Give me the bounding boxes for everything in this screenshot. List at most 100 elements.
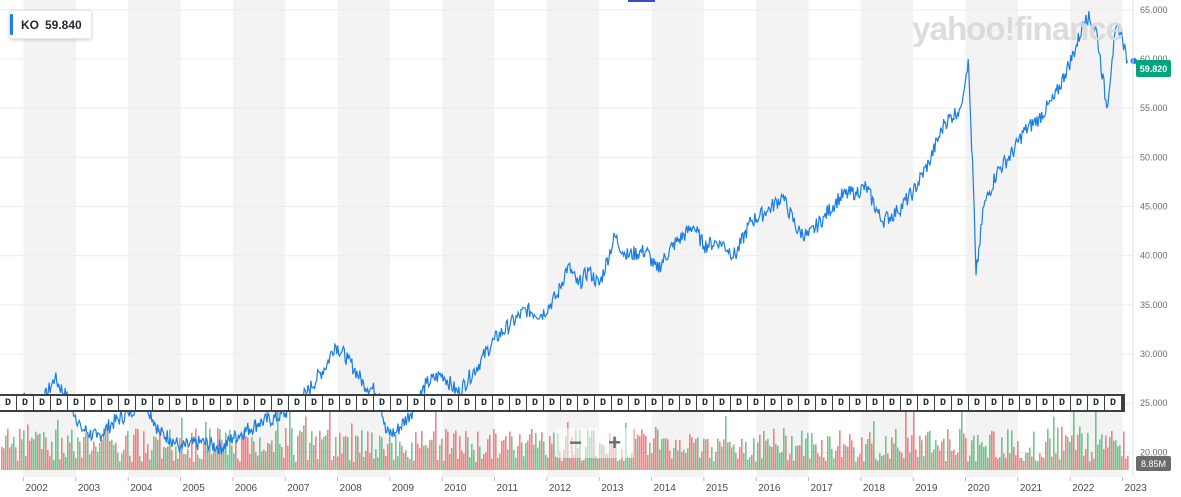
- dividend-flag[interactable]: D: [323, 396, 339, 410]
- dividend-flag[interactable]: D: [1071, 396, 1087, 410]
- dividend-flag[interactable]: D: [595, 396, 611, 410]
- volume-bar: [175, 446, 177, 470]
- volume-bar: [977, 434, 979, 470]
- volume-bar: [505, 436, 507, 470]
- zoom-out-button[interactable]: −: [569, 430, 582, 455]
- dividend-flag[interactable]: D: [306, 396, 322, 410]
- dividend-flag[interactable]: D: [884, 396, 900, 410]
- volume-bar: [1117, 446, 1119, 470]
- volume-bar: [943, 438, 945, 470]
- y-tick-label: 50.000: [1140, 152, 1168, 162]
- dividend-flag[interactable]: D: [34, 396, 50, 410]
- dividend-flag[interactable]: D: [1088, 396, 1104, 410]
- volume-bar: [705, 439, 707, 470]
- dividend-flag[interactable]: D: [459, 396, 475, 410]
- volume-bar: [121, 453, 123, 470]
- dividend-flag[interactable]: D: [357, 396, 373, 410]
- volume-bar: [803, 455, 805, 470]
- zoom-in-button[interactable]: +: [608, 430, 621, 455]
- dividend-flag[interactable]: D: [1037, 396, 1053, 410]
- dividend-flag[interactable]: D: [833, 396, 849, 410]
- dividend-flag[interactable]: D: [1054, 396, 1070, 410]
- dividend-flag[interactable]: D: [340, 396, 356, 410]
- volume-bar: [985, 445, 987, 470]
- dividend-flag[interactable]: D: [731, 396, 747, 410]
- dividend-flag[interactable]: D: [238, 396, 254, 410]
- dividend-flag[interactable]: D: [153, 396, 169, 410]
- dividend-flag[interactable]: D: [663, 396, 679, 410]
- volume-bar: [815, 444, 817, 470]
- dividend-flag[interactable]: D: [782, 396, 798, 410]
- dividend-flag[interactable]: D: [187, 396, 203, 410]
- dividend-flag[interactable]: D: [952, 396, 968, 410]
- volume-bar: [297, 435, 299, 470]
- dividend-flag[interactable]: D: [17, 396, 33, 410]
- dividend-flag[interactable]: D: [102, 396, 118, 410]
- dividend-flag[interactable]: D: [544, 396, 560, 410]
- dividend-flag[interactable]: D: [289, 396, 305, 410]
- dividend-flag[interactable]: D: [748, 396, 764, 410]
- dividend-flag[interactable]: D: [918, 396, 934, 410]
- volume-bar: [413, 460, 415, 470]
- dividend-flag[interactable]: D: [969, 396, 985, 410]
- dividend-flag[interactable]: D: [578, 396, 594, 410]
- volume-bar: [939, 450, 941, 470]
- dividend-flag[interactable]: D: [680, 396, 696, 410]
- dividend-flag[interactable]: D: [85, 396, 101, 410]
- dividend-flag[interactable]: D: [204, 396, 220, 410]
- dividend-flag[interactable]: D: [272, 396, 288, 410]
- dividend-flag[interactable]: D: [1003, 396, 1019, 410]
- volume-bar: [713, 461, 715, 470]
- volume-bar: [447, 431, 449, 470]
- dividend-flag[interactable]: D: [170, 396, 186, 410]
- dividend-flag[interactable]: D: [493, 396, 509, 410]
- dividend-flag[interactable]: D: [0, 396, 16, 410]
- dividend-flag[interactable]: D: [255, 396, 271, 410]
- dividend-flag[interactable]: D: [527, 396, 543, 410]
- dividend-flag[interactable]: D: [816, 396, 832, 410]
- dividend-flag[interactable]: D: [391, 396, 407, 410]
- dividend-flag[interactable]: D: [1105, 396, 1121, 410]
- volume-bar: [653, 438, 655, 470]
- volume-bar: [541, 432, 543, 470]
- dividend-flag[interactable]: D: [221, 396, 237, 410]
- volume-bar: [1077, 434, 1079, 470]
- volume-bar: [71, 429, 73, 470]
- dividend-flag[interactable]: D: [119, 396, 135, 410]
- dividend-flag[interactable]: D: [51, 396, 67, 410]
- volume-bar: [791, 435, 793, 470]
- volume-bar: [683, 449, 685, 470]
- volume-bar: [561, 461, 563, 470]
- dividend-flag[interactable]: D: [714, 396, 730, 410]
- dividend-flag[interactable]: D: [867, 396, 883, 410]
- dividend-flag[interactable]: D: [799, 396, 815, 410]
- volume-bar: [979, 444, 981, 470]
- dividend-flag[interactable]: D: [510, 396, 526, 410]
- symbol-legend[interactable]: KO 59.840: [9, 10, 92, 39]
- dividend-flag[interactable]: D: [561, 396, 577, 410]
- dividend-flag[interactable]: D: [136, 396, 152, 410]
- dividend-flag[interactable]: D: [612, 396, 628, 410]
- volume-bar: [401, 445, 403, 470]
- dividend-flag[interactable]: D: [68, 396, 84, 410]
- volume-bar: [907, 437, 909, 470]
- dividend-flag[interactable]: D: [408, 396, 424, 410]
- dividend-flag[interactable]: D: [986, 396, 1002, 410]
- dividend-flag[interactable]: D: [901, 396, 917, 410]
- dividend-flag[interactable]: D: [425, 396, 441, 410]
- dividend-flag[interactable]: D: [765, 396, 781, 410]
- dividend-flag[interactable]: D: [646, 396, 662, 410]
- dividend-flag[interactable]: D: [1020, 396, 1036, 410]
- dividend-flag[interactable]: D: [935, 396, 951, 410]
- dividend-flag[interactable]: D: [697, 396, 713, 410]
- x-tick-label: 2013: [601, 483, 624, 494]
- dividend-flag[interactable]: D: [629, 396, 645, 410]
- dividend-flag[interactable]: D: [476, 396, 492, 410]
- dividend-flag[interactable]: D: [374, 396, 390, 410]
- y-tick-label: 30.000: [1140, 349, 1168, 359]
- dividend-flag[interactable]: D: [442, 396, 458, 410]
- volume-bar: [115, 442, 117, 470]
- dividend-flag[interactable]: D: [850, 396, 866, 410]
